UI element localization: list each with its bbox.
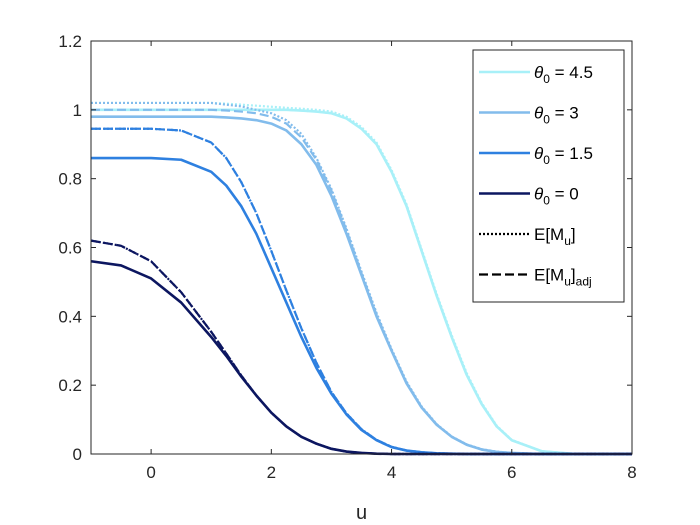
y-tick-label-4: 0.8	[58, 170, 82, 189]
legend-style-label-0: E[Mu]	[534, 225, 576, 248]
y-tick-label-6: 1.2	[58, 32, 82, 51]
legend-label-1: θ0 = 3	[534, 104, 579, 127]
series-expect-line-2	[91, 127, 632, 456]
legend-label-3: θ0 = 0	[534, 185, 579, 208]
x-tick-label-1: 2	[267, 463, 276, 482]
y-tick-label-2: 0.4	[58, 307, 82, 326]
legend-label-2: θ0 = 1.5	[534, 144, 593, 167]
series-group-1	[91, 101, 632, 456]
series-expect-line-1	[91, 101, 632, 456]
x-tick-label-3: 6	[507, 463, 516, 482]
y-tick-label-0: 0	[73, 445, 82, 464]
series-adj-line-1	[91, 108, 632, 456]
x-tick-label-2: 4	[387, 463, 396, 482]
series-expect-line-0	[91, 101, 632, 456]
x-tick-label-4: 8	[627, 463, 636, 482]
y-tick-label-5: 1	[73, 101, 82, 120]
legend: θ0 = 4.5 θ0 = 3 θ0 = 1.5 θ0 = 0 E[Mu] E[Mu]ad…	[472, 49, 625, 303]
y-axis: 0 0.2 0.4 0.6 0.8 1 1.2	[58, 32, 632, 464]
legend-style-label-1: E[Mu]adj	[534, 266, 592, 289]
x-axis-label: u	[356, 502, 367, 524]
x-axis: 0 2 4 6 8	[146, 41, 637, 482]
legend-box	[472, 49, 625, 303]
legend-label-0: θ0 = 4.5	[534, 63, 593, 86]
x-tick-label-0: 0	[146, 463, 155, 482]
y-tick-label-1: 0.2	[58, 376, 82, 395]
y-tick-label-3: 0.6	[58, 239, 82, 258]
